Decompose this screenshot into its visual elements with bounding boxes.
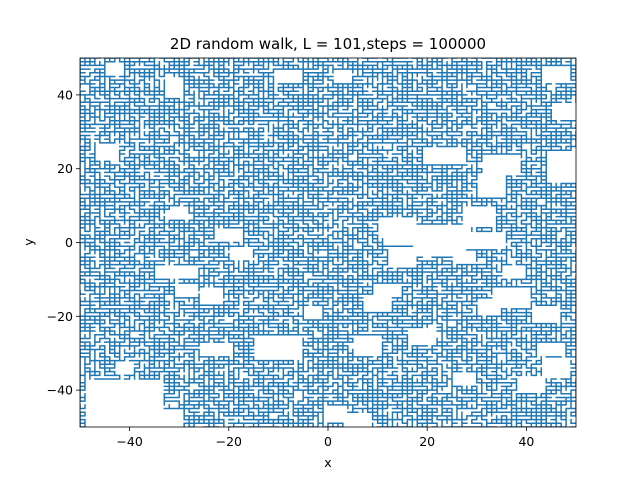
x-tick-label: −40 [116,434,142,449]
y-tick-label: 20 [57,161,73,176]
y-axis: −40 −20 0 20 40 [47,87,80,398]
x-tick-label: 40 [518,434,534,449]
x-axis-label: x [324,455,331,470]
walk-trace [80,58,576,427]
x-axis: −40 −20 0 20 40 [116,427,534,449]
y-tick-label: 40 [57,87,73,102]
chart-title: 2D random walk, L = 101,steps = 100000 [170,35,486,53]
y-tick-label: 0 [65,235,73,250]
y-tick-label: −40 [47,383,73,398]
x-tick-label: −20 [216,434,242,449]
series-line-walk [80,58,576,427]
x-tick-label: 20 [419,434,435,449]
x-tick-label: 0 [324,434,332,449]
y-axis-label: y [21,238,36,246]
y-tick-label: −20 [47,309,73,324]
